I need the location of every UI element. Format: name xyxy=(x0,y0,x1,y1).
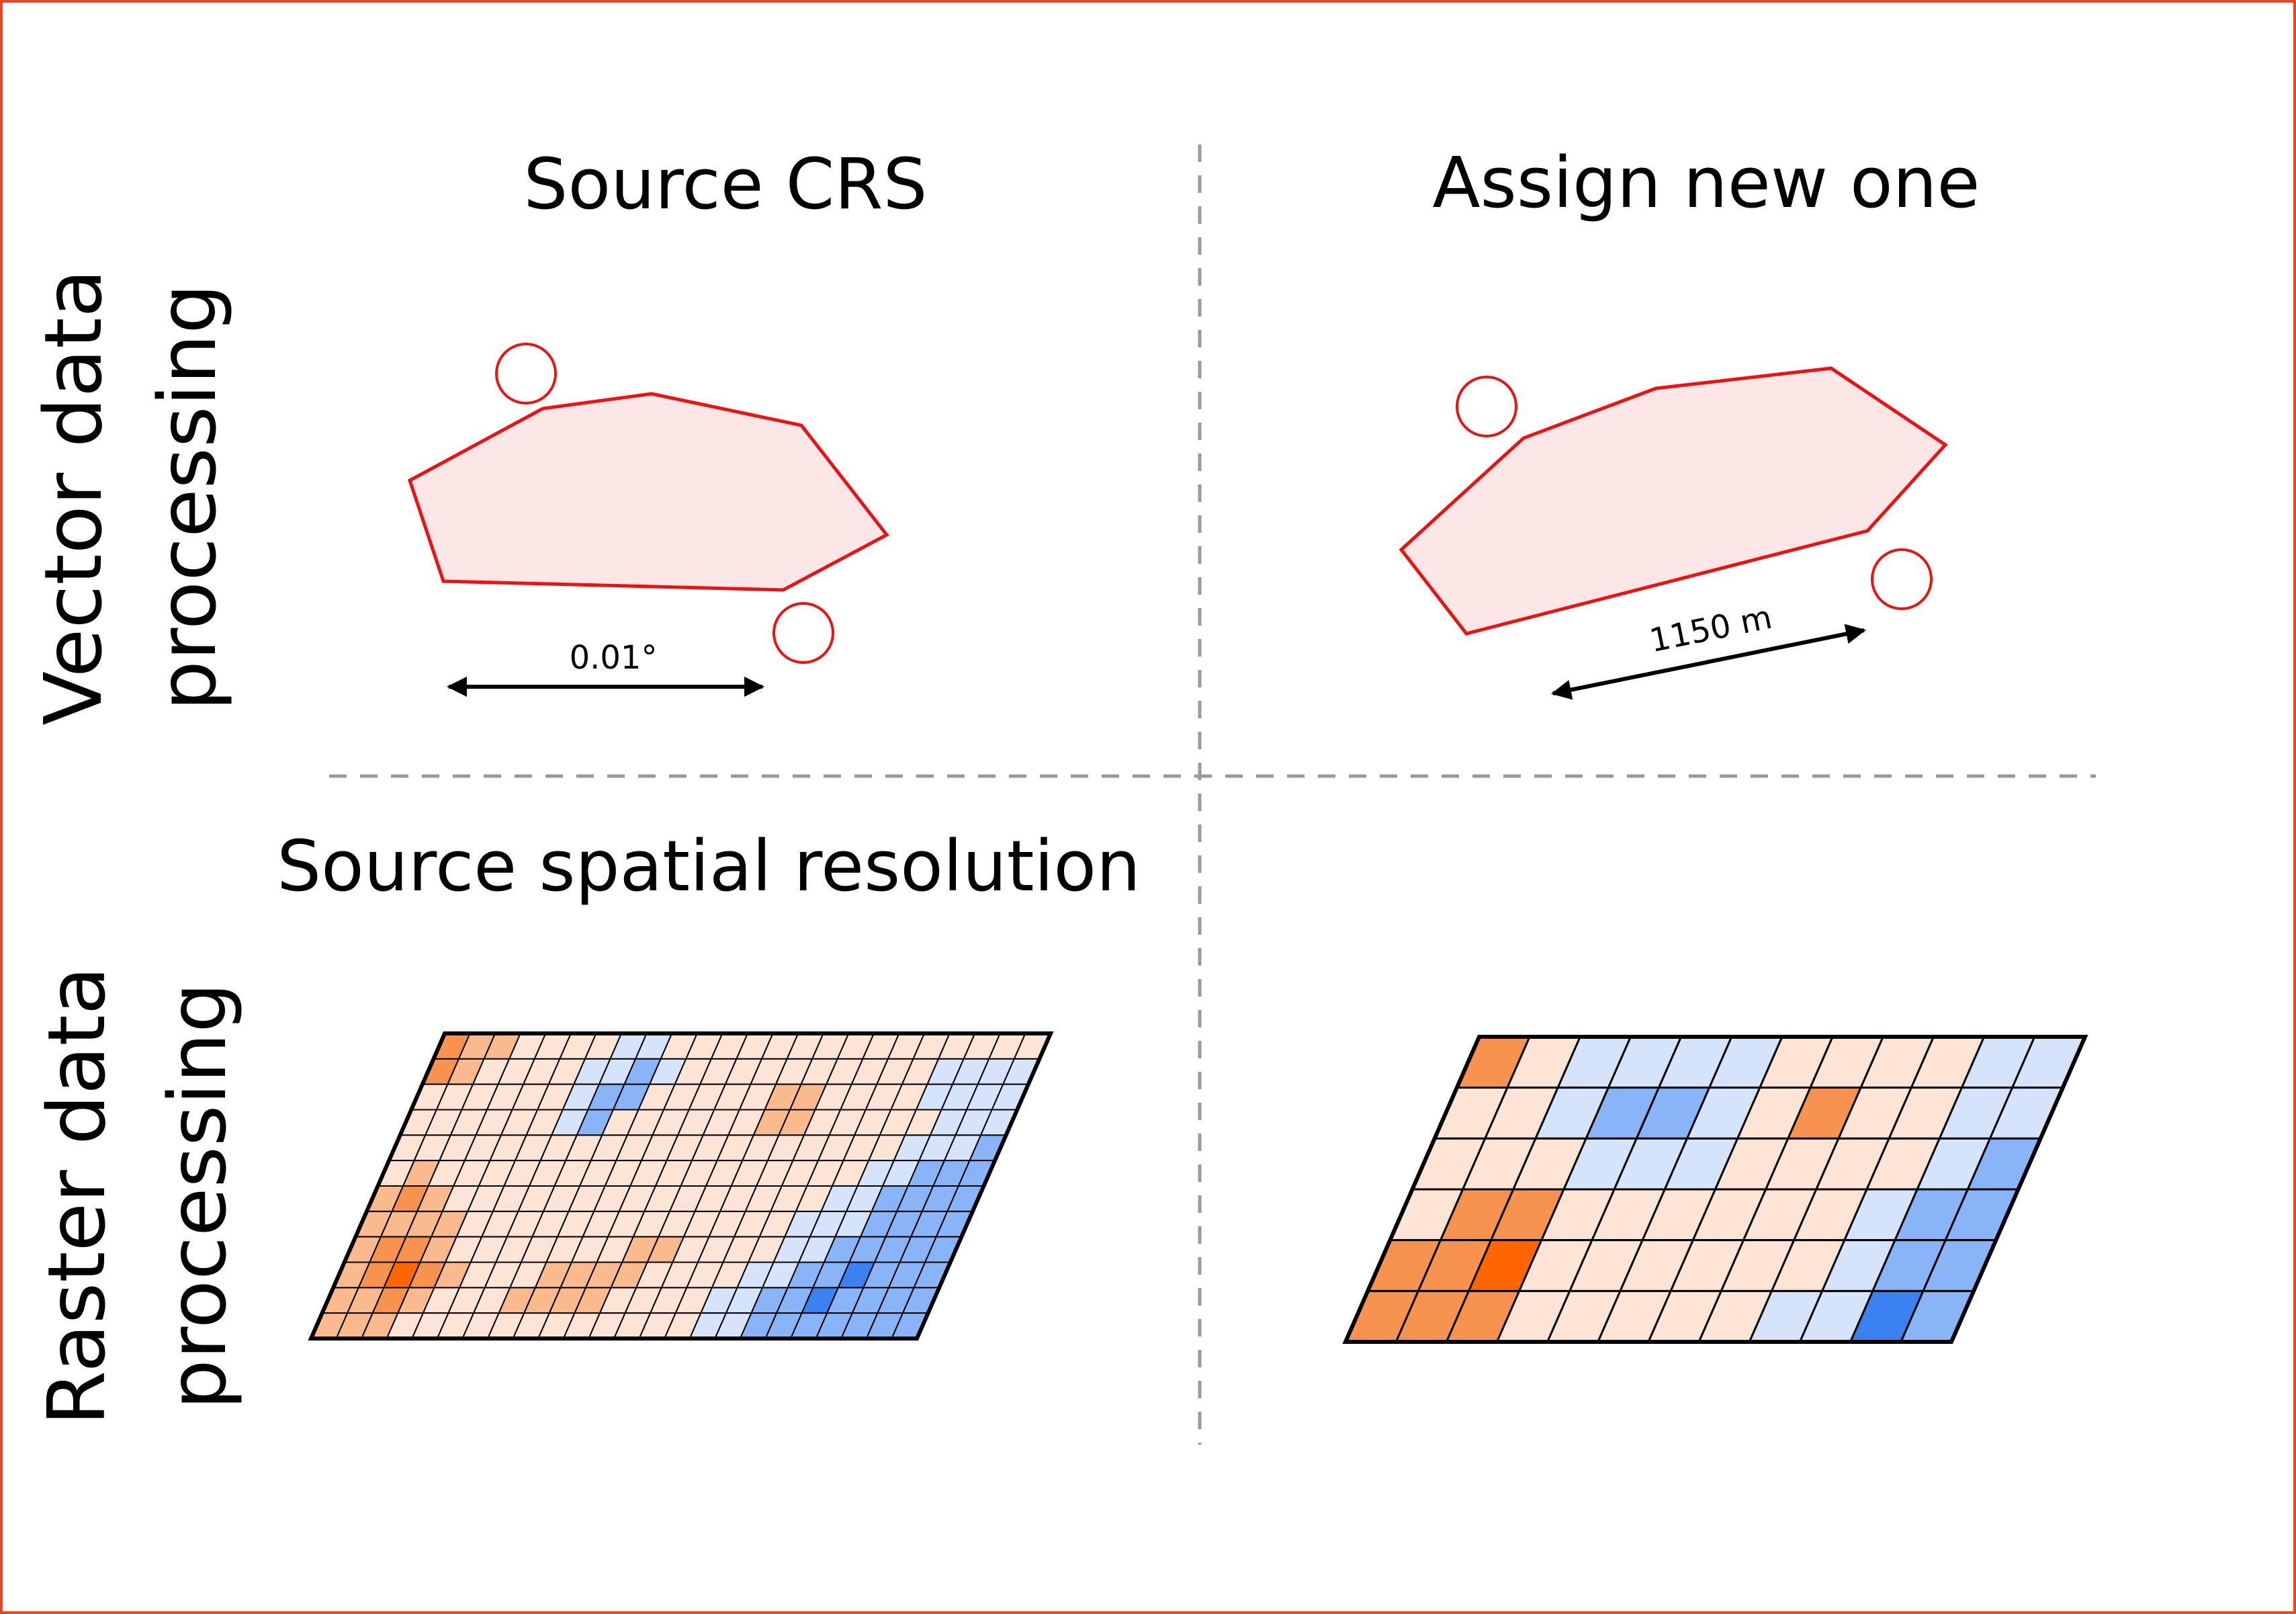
raster-coarse-grid xyxy=(1342,1035,2088,1344)
row-label-raster-line1: Raster data xyxy=(30,966,123,1426)
vector-left-polygon xyxy=(407,392,889,592)
vector-left-point-1 xyxy=(495,343,557,405)
vector-left-group: 0.01° xyxy=(407,343,889,697)
row-label-vector-line1: Vector data xyxy=(27,269,120,725)
raster-left-title: Source spatial resolution xyxy=(277,825,1141,907)
vector-right-point-1 xyxy=(1456,376,1517,437)
vector-right-point-2 xyxy=(1871,548,1933,610)
vector-right-polygon xyxy=(1399,366,1948,636)
vector-right-group: 1150 m xyxy=(1399,366,1948,700)
vector-right-measure-arrow xyxy=(1551,624,1866,700)
raster-outline xyxy=(308,1031,1054,1341)
raster-outline xyxy=(1342,1035,2088,1344)
row-label-raster-line2: processing xyxy=(151,982,244,1410)
raster-fine-grid xyxy=(308,1031,1054,1341)
vector-left-point-2 xyxy=(772,602,834,664)
column-title-assign-new: Assign new one xyxy=(1433,142,1980,224)
row-label-vector-line2: processing xyxy=(141,284,234,711)
vector-left-measure-label: 0.01° xyxy=(570,639,658,677)
column-title-source-crs: Source CRS xyxy=(523,143,927,225)
